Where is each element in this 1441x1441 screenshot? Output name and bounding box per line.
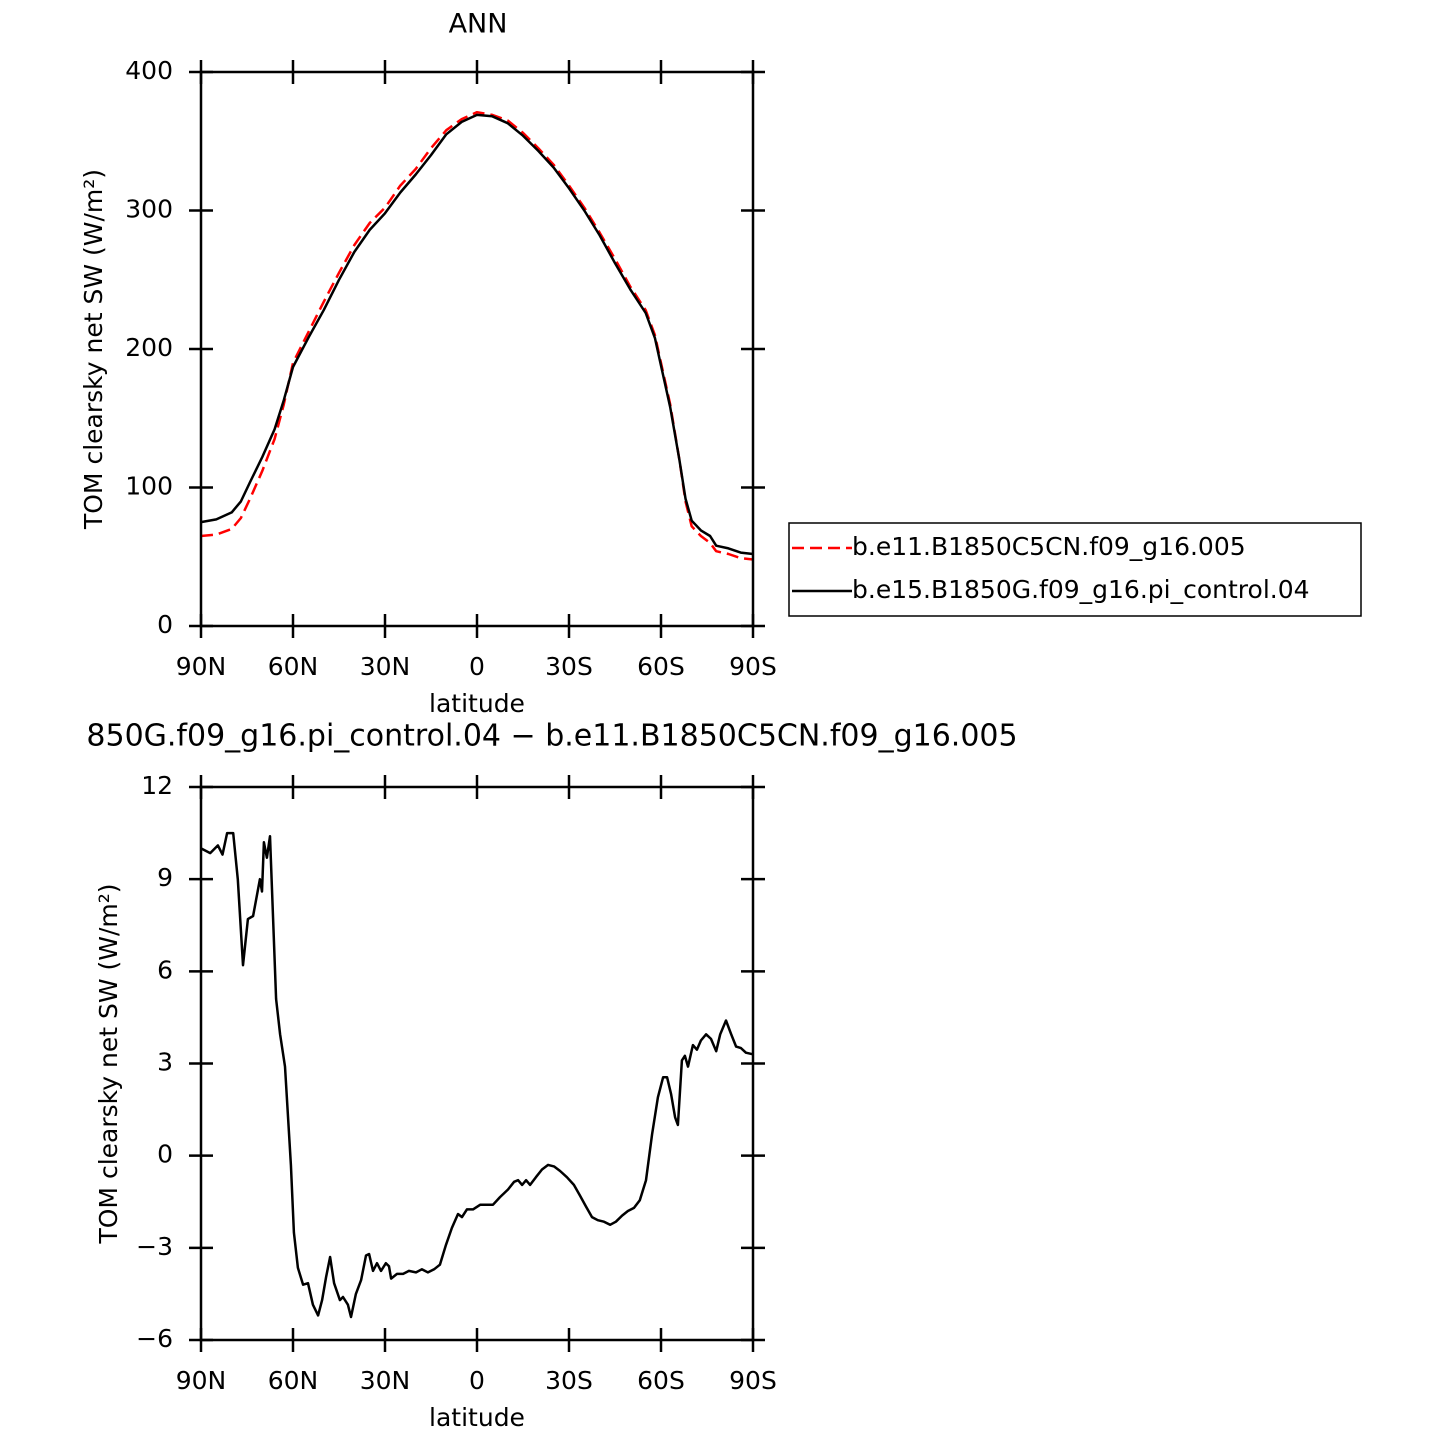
x-tick-label: 90S bbox=[729, 652, 777, 681]
y-tick-label: −3 bbox=[136, 1232, 173, 1261]
x-tick-label: 60S bbox=[637, 652, 685, 681]
y-tick-label: 12 bbox=[141, 771, 173, 800]
legend-label: b.e11.B1850C5CN.f09_g16.005 bbox=[852, 532, 1246, 561]
plot-frame bbox=[199, 70, 755, 628]
data-line bbox=[200, 831, 754, 1319]
x-tick-label: 60N bbox=[268, 1366, 319, 1395]
x-tick-label: 30S bbox=[545, 1366, 593, 1395]
chart-title: ANN bbox=[449, 9, 508, 40]
x-tick-label: 0 bbox=[469, 1366, 485, 1395]
x-tick-label: 0 bbox=[469, 652, 485, 681]
x-tick-label: 30N bbox=[360, 652, 411, 681]
legend-box bbox=[788, 522, 1362, 617]
y-tick-label: 200 bbox=[125, 333, 173, 362]
y-tick-label: 100 bbox=[125, 472, 173, 501]
data-line bbox=[200, 113, 754, 556]
x-tick-label: 90N bbox=[176, 652, 227, 681]
y-tick-label: 9 bbox=[157, 863, 173, 892]
y-axis-label: TOM clearsky net SW (W/m²) bbox=[79, 169, 108, 530]
x-axis-label: latitude bbox=[429, 689, 525, 718]
data-line bbox=[200, 110, 754, 561]
x-tick-label: 90N bbox=[176, 1366, 227, 1395]
plot-frame bbox=[199, 785, 755, 1342]
x-axis-label: latitude bbox=[429, 1403, 525, 1432]
x-tick-label: 30S bbox=[545, 652, 593, 681]
x-tick-label: 60S bbox=[637, 1366, 685, 1395]
y-tick-label: 0 bbox=[157, 1140, 173, 1169]
x-tick-label: 60N bbox=[268, 652, 319, 681]
y-tick-label: −6 bbox=[136, 1324, 173, 1353]
y-tick-label: 400 bbox=[125, 56, 173, 85]
x-tick-label: 90S bbox=[729, 1366, 777, 1395]
y-tick-label: 300 bbox=[125, 195, 173, 224]
y-tick-label: 6 bbox=[157, 955, 173, 984]
x-tick-label: 30N bbox=[360, 1366, 411, 1395]
legend-label: b.e15.B1850G.f09_g16.pi_control.04 bbox=[852, 575, 1310, 604]
y-tick-label: 0 bbox=[157, 610, 173, 639]
y-tick-label: 3 bbox=[157, 1048, 173, 1077]
y-axis-label: TOM clearsky net SW (W/m²) bbox=[94, 883, 123, 1244]
chart-title: 850G.f09_g16.pi_control.04 − b.e11.B1850… bbox=[86, 719, 1017, 754]
